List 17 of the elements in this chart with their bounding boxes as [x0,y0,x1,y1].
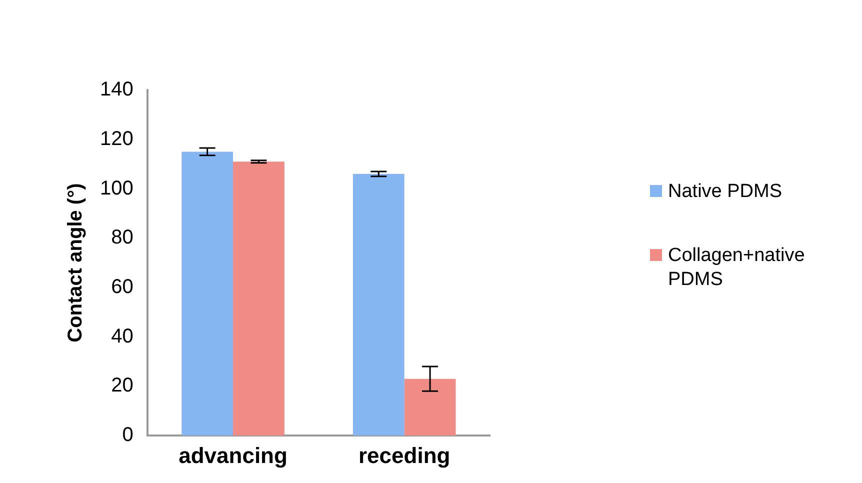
bar [233,162,284,436]
x-tick-label: receding [358,442,450,468]
legend-label: Collagen+native PDMS [668,244,806,292]
y-tick-label: 20 [111,374,134,397]
bar [352,174,404,436]
y-axis-title: Contact angle (°) [64,183,87,342]
y-tick-label: 80 [111,226,134,249]
y-tick-label: 140 [100,78,134,101]
legend-label: Native PDMS [668,180,782,204]
x-tick-label: advancing [178,442,288,468]
y-tick-label: 100 [100,177,134,200]
y-tick-label: 120 [100,128,134,150]
y-tick-label: 60 [111,276,134,298]
bar [182,152,234,436]
y-tick-label: 0 [122,424,134,446]
bar [404,378,456,436]
y-tick-label: 40 [111,325,134,348]
